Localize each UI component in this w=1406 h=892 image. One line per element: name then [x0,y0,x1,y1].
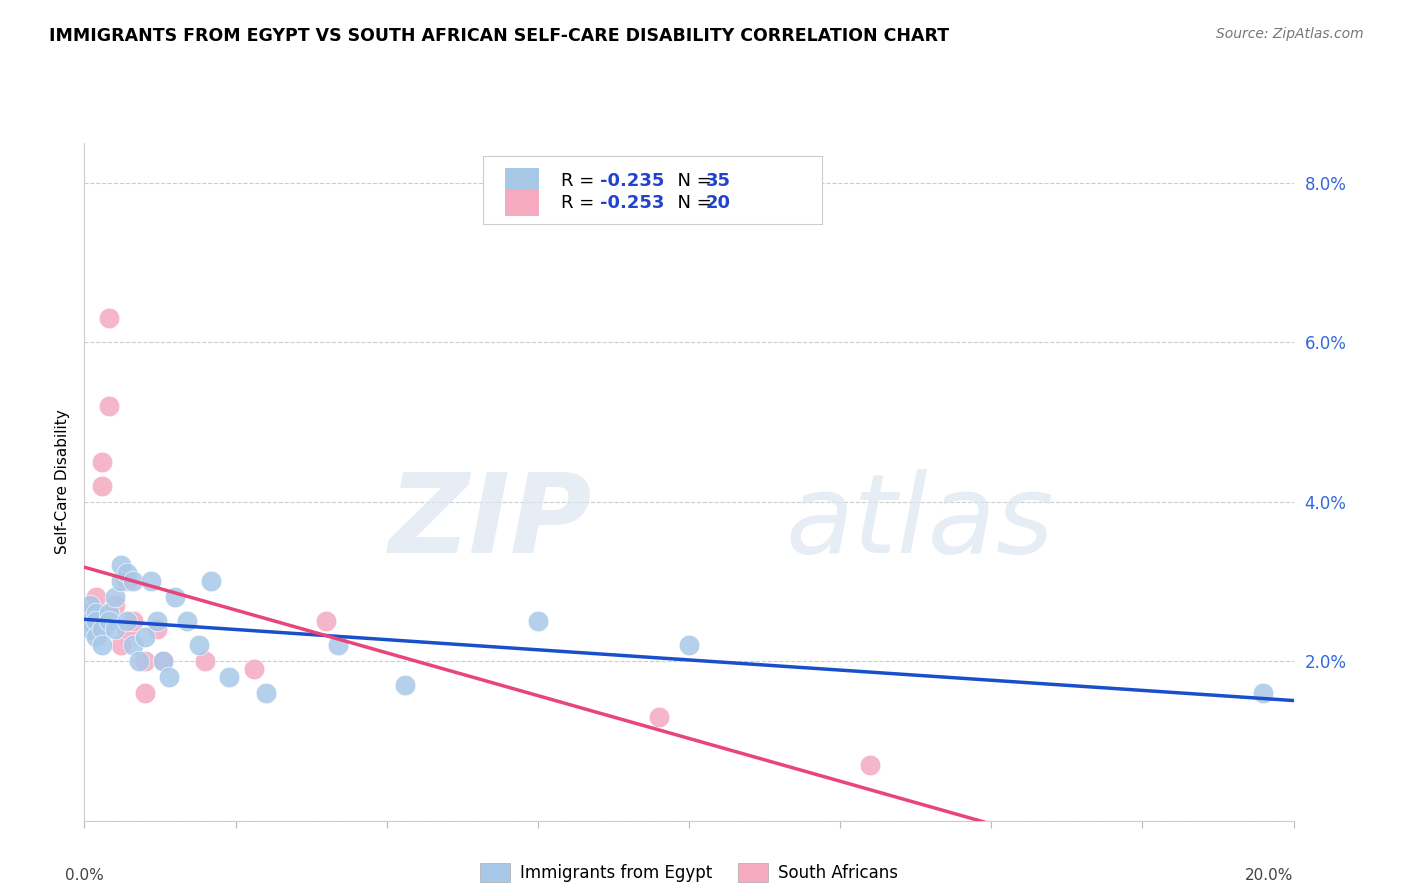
Point [134,630,156,644]
Point [79,599,101,613]
Point [188,638,211,652]
Point [648,710,671,724]
Point [91,638,114,652]
Point [121,638,143,652]
Point [104,599,127,613]
Text: 20.0%: 20.0% [1246,869,1294,883]
Point [315,614,337,628]
Point [104,591,127,605]
Point [115,622,138,636]
Y-axis label: Self-Care Disability: Self-Care Disability [55,409,70,554]
Text: atlas: atlas [786,469,1054,576]
Point [79,622,101,636]
Point [91,622,114,636]
Text: Source: ZipAtlas.com: Source: ZipAtlas.com [1216,27,1364,41]
Point [176,614,198,628]
Point [152,654,174,668]
Point [86,614,108,628]
Text: R =: R = [561,194,600,212]
Point [139,574,162,589]
Point [859,757,882,772]
Point [110,574,132,589]
Point [157,670,180,684]
Point [86,630,108,644]
FancyBboxPatch shape [484,156,823,224]
Point [121,614,143,628]
Point [97,311,120,326]
Point [1253,686,1275,700]
Point [254,686,277,700]
Point [79,614,101,628]
Point [152,654,174,668]
Point [200,574,222,589]
Point [115,574,138,589]
Point [218,670,240,684]
Text: 35: 35 [706,171,731,190]
Point [97,607,120,621]
Text: N =: N = [666,194,717,212]
Point [242,662,264,676]
Point [110,558,132,573]
Text: R =: R = [561,171,600,190]
Text: -0.253: -0.253 [600,194,665,212]
Point [527,614,550,628]
Point [134,686,156,700]
Text: 20: 20 [706,194,731,212]
Text: N =: N = [666,171,717,190]
Point [104,622,127,636]
Point [91,455,114,469]
Point [678,638,700,652]
Point [146,614,169,628]
Point [115,614,138,628]
Point [165,591,187,605]
Point [194,654,217,668]
Text: ZIP: ZIP [388,469,592,576]
Bar [505,168,538,194]
Text: -0.235: -0.235 [600,171,665,190]
Point [91,478,114,492]
Point [146,622,169,636]
Point [110,638,132,652]
Point [115,566,138,581]
Point [86,607,108,621]
Point [86,591,108,605]
Bar [505,190,538,216]
Point [128,654,150,668]
Text: 0.0%: 0.0% [65,869,104,883]
Point [97,614,120,628]
Point [134,654,156,668]
Point [97,399,120,413]
Point [121,574,143,589]
Text: IMMIGRANTS FROM EGYPT VS SOUTH AFRICAN SELF-CARE DISABILITY CORRELATION CHART: IMMIGRANTS FROM EGYPT VS SOUTH AFRICAN S… [49,27,949,45]
Point [79,607,101,621]
Legend: Immigrants from Egypt, South Africans: Immigrants from Egypt, South Africans [472,855,905,890]
Point [328,638,350,652]
Point [394,678,416,692]
